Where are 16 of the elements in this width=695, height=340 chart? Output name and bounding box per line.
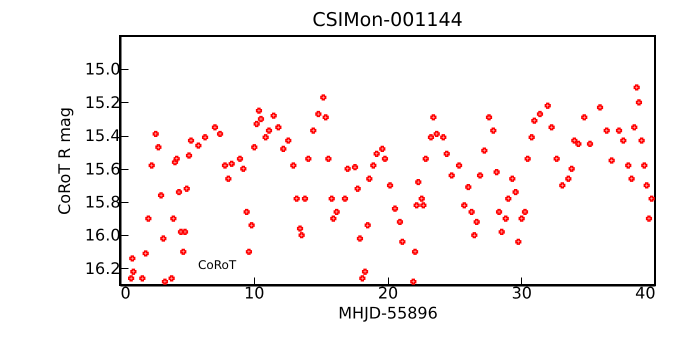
y-tick-label: 15.6 <box>84 159 120 178</box>
x-tick-label: 0 <box>120 284 131 302</box>
x-axis-title: MHJD-55896 <box>338 304 438 322</box>
y-tick-label: 16.2 <box>84 258 120 278</box>
y-tick-label: 16.0 <box>84 226 120 245</box>
y-tick-label: 15.4 <box>84 126 120 146</box>
y-tick-label: 15.0 <box>84 60 120 79</box>
y-tick-label: 15.2 <box>84 92 120 112</box>
annotation: CoRoT <box>198 258 237 272</box>
y-tick-label: 15.8 <box>84 192 120 212</box>
x-tick-label: 10 <box>244 284 264 302</box>
x-tick-label: 40 <box>635 284 656 302</box>
x-tick-label: 20 <box>378 284 398 302</box>
y-axis-title: CoRoT R mag <box>54 107 74 215</box>
chart-title: CSIMon-001144 <box>312 9 463 31</box>
x-tick-label: 30 <box>512 284 532 302</box>
